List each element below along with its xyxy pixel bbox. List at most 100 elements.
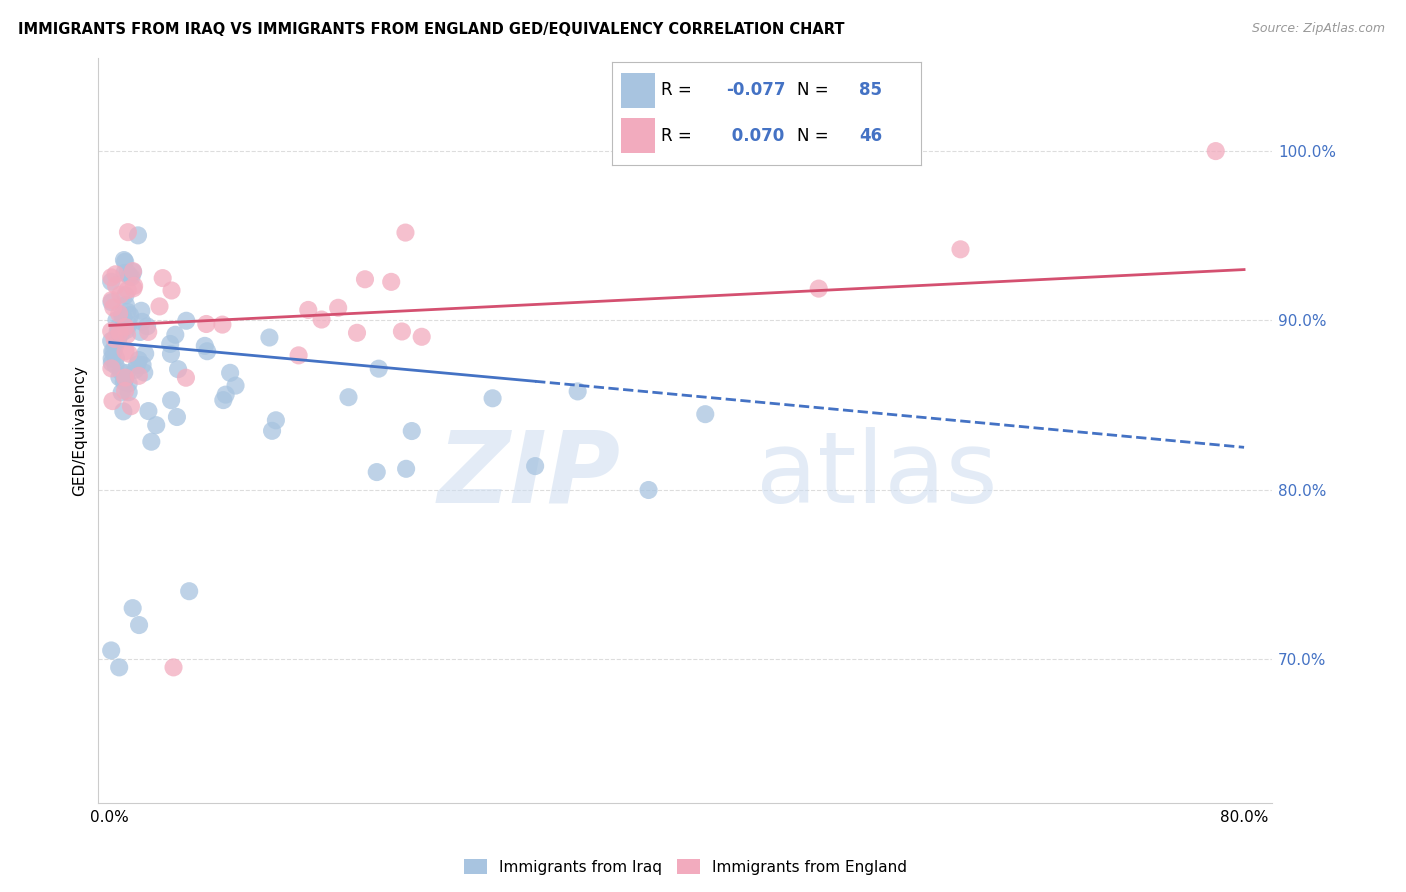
Point (120, 308, 142, 322)
Point (115, 327, 138, 342)
Text: atlas: atlas (756, 426, 997, 524)
Point (354, 272, 377, 286)
Point (160, 347, 183, 361)
Point (328, 301, 350, 315)
Point (127, 228, 149, 243)
Point (287, 348, 309, 362)
Point (118, 269, 141, 284)
Point (100, 270, 122, 285)
Point (100, 293, 122, 307)
Point (395, 462, 418, 476)
Y-axis label: GED/Equivalency: GED/Equivalency (72, 365, 87, 496)
Point (174, 314, 197, 328)
Point (108, 326, 131, 340)
Point (117, 305, 139, 319)
Point (391, 325, 413, 339)
Point (127, 358, 149, 372)
Point (122, 264, 145, 278)
Point (115, 323, 138, 337)
Point (160, 284, 183, 298)
Point (100, 643, 122, 657)
Point (160, 393, 183, 408)
Text: IMMIGRANTS FROM IRAQ VS IMMIGRANTS FROM ENGLAND GED/EQUIVALENCY CORRELATION CHAR: IMMIGRANTS FROM IRAQ VS IMMIGRANTS FROM … (18, 22, 845, 37)
Point (110, 321, 132, 335)
Text: R =: R = (661, 127, 697, 145)
Point (148, 300, 170, 314)
Text: N =: N = (797, 127, 834, 145)
Point (100, 295, 122, 310)
Point (195, 317, 218, 331)
Point (101, 394, 124, 409)
Point (394, 226, 416, 240)
Point (117, 225, 139, 239)
Point (108, 660, 131, 674)
Point (297, 302, 319, 317)
Point (110, 326, 132, 341)
Point (114, 370, 136, 384)
Point (637, 483, 659, 497)
Point (411, 330, 433, 344)
Bar (621, 73, 655, 108)
Text: 46: 46 (859, 127, 882, 145)
Text: N =: N = (797, 80, 834, 99)
Point (138, 404, 160, 418)
Point (262, 424, 284, 438)
Point (166, 409, 188, 424)
Point (128, 618, 150, 632)
Point (215, 387, 238, 401)
Point (225, 378, 247, 392)
Point (141, 434, 163, 449)
Point (114, 319, 136, 334)
Point (195, 344, 218, 359)
Point (136, 325, 159, 339)
Point (481, 392, 503, 406)
Text: ZIP: ZIP (437, 426, 621, 524)
Point (366, 465, 388, 479)
Point (212, 393, 235, 408)
Point (111, 309, 134, 323)
Point (105, 313, 128, 327)
Point (100, 324, 122, 338)
Point (174, 370, 197, 384)
Point (695, 407, 717, 421)
Point (380, 275, 402, 289)
Point (179, 584, 201, 599)
Point (134, 346, 156, 360)
Point (159, 337, 181, 351)
Point (112, 310, 135, 324)
Point (115, 298, 138, 312)
Text: Source: ZipAtlas.com: Source: ZipAtlas.com (1251, 22, 1385, 36)
Point (165, 327, 187, 342)
Point (122, 278, 145, 293)
Text: -0.077: -0.077 (725, 80, 786, 99)
Point (162, 660, 184, 674)
Point (134, 366, 156, 380)
Point (100, 334, 122, 348)
Point (114, 372, 136, 386)
Point (103, 344, 125, 359)
Point (118, 376, 141, 391)
Text: 0.070: 0.070 (725, 127, 785, 145)
Point (112, 404, 135, 418)
Point (114, 384, 136, 398)
Point (107, 324, 129, 338)
Point (311, 312, 333, 326)
Point (367, 361, 389, 376)
Point (114, 344, 136, 359)
Point (129, 325, 152, 339)
Point (401, 424, 423, 438)
Point (105, 278, 128, 293)
Point (104, 267, 127, 281)
Point (567, 384, 589, 399)
Point (1205, 144, 1227, 158)
Point (346, 326, 368, 340)
Point (129, 303, 152, 318)
Point (128, 368, 150, 383)
Point (194, 339, 217, 353)
Point (117, 266, 139, 280)
Point (107, 320, 129, 334)
Point (104, 351, 127, 365)
Text: R =: R = (661, 80, 697, 99)
Point (118, 346, 141, 360)
Point (104, 359, 127, 373)
